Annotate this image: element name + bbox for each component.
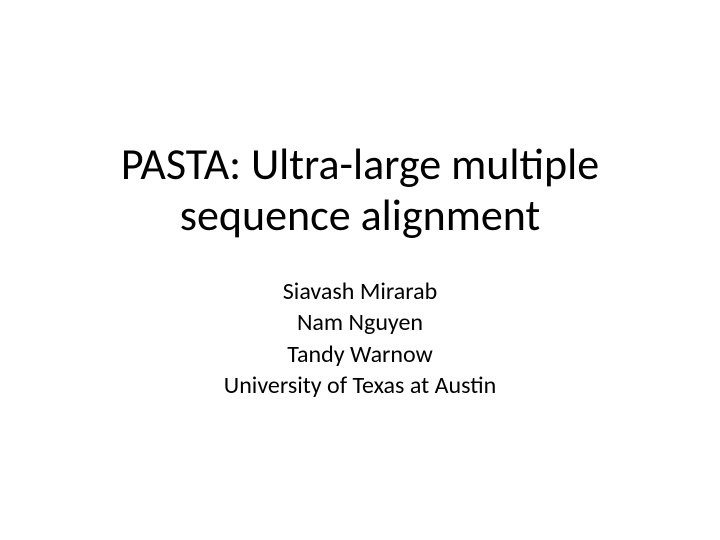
author-line: Nam Nguyen <box>297 307 423 338</box>
slide-title: PASTA: Ultra-large multiple sequence ali… <box>60 139 660 240</box>
authors-block: Siavash Mirarab Nam Nguyen Tandy Warnow … <box>224 276 496 401</box>
author-line: Tandy Warnow <box>287 339 433 370</box>
slide-content: PASTA: Ultra-large multiple sequence ali… <box>0 139 720 401</box>
author-line: Siavash Mirarab <box>283 276 437 307</box>
author-line: University of Texas at Austin <box>224 370 496 401</box>
